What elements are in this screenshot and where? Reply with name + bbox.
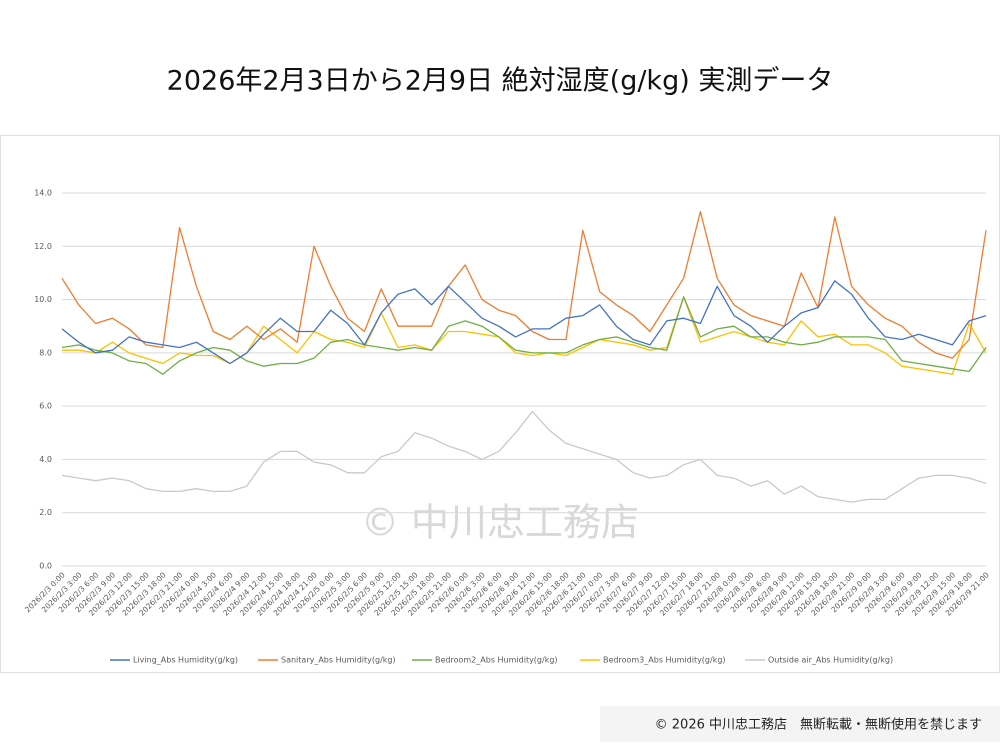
chart-title: 2026年2月3日から2月9日 絶対湿度(g/kg) 実測データ: [167, 66, 834, 97]
watermark-bg: [296, 500, 706, 552]
y-tick-label: 12.0: [34, 242, 52, 251]
legend-label: Bedroom3_Abs Humidity(g/kg): [603, 656, 726, 665]
footer-bg: [600, 706, 1000, 742]
y-tick-label: 4.0: [39, 455, 52, 464]
legend-label: Bedroom2_Abs Humidity(g/kg): [435, 656, 558, 665]
series-line: [61, 280, 987, 365]
series-line: [61, 210, 987, 359]
y-tick-label: 14.0: [34, 189, 52, 198]
y-tick-label: 10.0: [34, 295, 52, 304]
y-tick-label: 0.0: [39, 562, 52, 571]
legend-label: Sanitary_Abs Humidity(g/kg): [281, 656, 396, 665]
legend-label: Outside air_Abs Humidity(g/kg): [768, 656, 893, 665]
y-tick-label: 2.0: [39, 508, 52, 517]
y-tick-label: 6.0: [39, 402, 52, 411]
series-line: [61, 410, 987, 503]
y-tick-label: 8.0: [39, 348, 52, 357]
legend-label: Living_Abs Humidity(g/kg): [133, 656, 238, 665]
footer: © 2026 中川忠工務店 無断転載・無断使用を禁じます: [655, 717, 982, 733]
series-line: [62, 296, 987, 375]
series-line: [61, 296, 987, 375]
watermark: © 中川忠工務店: [361, 501, 639, 545]
